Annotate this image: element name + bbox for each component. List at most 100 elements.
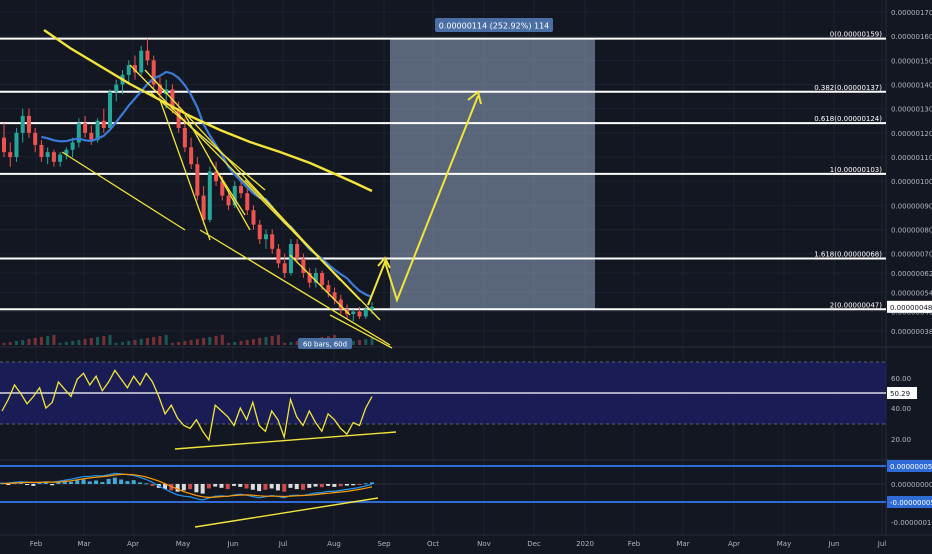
x-tick-label: Jul (278, 540, 288, 548)
macd-histogram-bar (31, 484, 36, 486)
macd-histogram-bar (194, 484, 199, 493)
macd-histogram-bar (263, 484, 268, 490)
volume-bar (189, 340, 193, 345)
trend-line (329, 314, 393, 349)
yellow-moving-average (43, 29, 373, 193)
price-tick-label: 0.00000130 (891, 106, 932, 114)
candle-body (357, 311, 362, 317)
fib-level-label: 1(0.00000103) (830, 166, 882, 174)
trend-line (209, 159, 246, 216)
volume-bar (258, 338, 262, 345)
candle-body (45, 152, 50, 157)
macd-histogram-bar (275, 484, 280, 491)
volume-bar (121, 342, 125, 345)
candle-body (2, 137, 6, 153)
fib-levels: 0(0.00000159) 0.382(0.00000137) 0.618(0.00… (0, 31, 886, 311)
macd-histogram-bar (87, 481, 92, 484)
volume-bar (114, 343, 118, 345)
candle-body (70, 142, 75, 150)
trend-line (149, 91, 266, 191)
candle-body (220, 181, 225, 196)
macd-histogram-bar (338, 484, 343, 487)
macd-histogram-bar (119, 479, 124, 484)
macd-histogram-bar (250, 484, 255, 490)
macd-histogram-bar (332, 484, 337, 487)
candle-body (95, 120, 100, 141)
macd-histogram-bar (370, 482, 374, 484)
candle-body (164, 89, 169, 95)
volume-bar (251, 339, 255, 345)
candle-body (307, 273, 312, 283)
macd-histogram-bar (213, 484, 218, 487)
x-tick-label: Jun (828, 540, 840, 548)
volume-bar (364, 339, 368, 345)
trend-drawings: 60 bars, 60d (41, 29, 482, 349)
current-price-label: 0.00000048 (890, 304, 932, 312)
volume-bar (158, 336, 162, 345)
candle-body (313, 273, 318, 283)
trend-line (159, 99, 211, 241)
volume-bar (58, 343, 62, 345)
volume-bar (208, 337, 212, 345)
macd-histogram-bar (43, 482, 48, 484)
axes: 0.00000170 0.00000160 0.00000150 0.00000140… (30, 9, 932, 548)
macd-histogram-bar (238, 484, 243, 487)
volume-bar (177, 342, 181, 345)
macd-histogram-bar (363, 483, 368, 485)
candle-body (20, 115, 25, 133)
macd-histogram-bar (106, 478, 111, 484)
macd-histogram-bar (282, 484, 287, 492)
macd-histogram-bar (137, 482, 142, 484)
trend-line (61, 151, 186, 231)
price-tick-label: 0.00000120 (891, 130, 932, 138)
candle-body (363, 309, 368, 317)
trend-line (129, 64, 361, 301)
macd-histogram-bar (62, 480, 67, 484)
price-tick-label: 0.00000150 (891, 57, 932, 65)
macd-histogram-bar (175, 484, 180, 492)
volume-bar (295, 341, 299, 345)
x-tick-label: Jun (227, 540, 239, 548)
rsi-current-label: 50.29 (890, 390, 910, 398)
measure-label: 0.00000114 (252.92%) 114 (439, 22, 550, 31)
macd-histogram-bar (181, 484, 186, 491)
volume-bar (39, 337, 43, 345)
x-tick-label: Sep (377, 540, 391, 548)
candle-body (320, 273, 325, 286)
volume-bar (264, 337, 268, 345)
macd-histogram-bar (100, 482, 105, 484)
macd-histogram-bar (50, 484, 55, 486)
volume-bar (220, 335, 224, 345)
candle-body (126, 65, 131, 75)
macd-histogram-bar (68, 481, 73, 484)
candle-body (332, 292, 337, 300)
macd-histogram-bar (294, 484, 299, 490)
macd-tick-label: -0.00000005 (890, 499, 932, 507)
candle-body (89, 132, 94, 141)
macd-histogram-bar (163, 484, 168, 490)
macd-histogram-bar (6, 484, 11, 485)
rsi-line (1, 369, 373, 442)
x-tick-label: Feb (628, 540, 641, 548)
candle-body (51, 152, 56, 162)
candle-body (14, 132, 19, 157)
volume-bar (64, 342, 68, 345)
candle-body (83, 123, 88, 133)
candle-body (288, 244, 293, 273)
volume-bar (27, 339, 31, 345)
trend-line (244, 179, 381, 321)
price-tick-label: 0.00000080 (891, 227, 932, 235)
arrow-head (377, 256, 391, 269)
x-tick-label: Mar (77, 540, 90, 548)
volume-bar (202, 338, 206, 345)
macd-histogram-bar (313, 484, 318, 487)
price-tick-label: 0.00000160 (891, 33, 932, 41)
volume-bar (96, 337, 100, 345)
rsi-tick-label: 20.00 (891, 436, 911, 444)
volume-bar (127, 341, 131, 345)
volume-bar (358, 340, 362, 345)
candle-body (370, 306, 374, 310)
price-tick-label: 0.00000062 (891, 270, 932, 278)
arrow-head (467, 90, 482, 105)
candle-body (157, 84, 162, 95)
